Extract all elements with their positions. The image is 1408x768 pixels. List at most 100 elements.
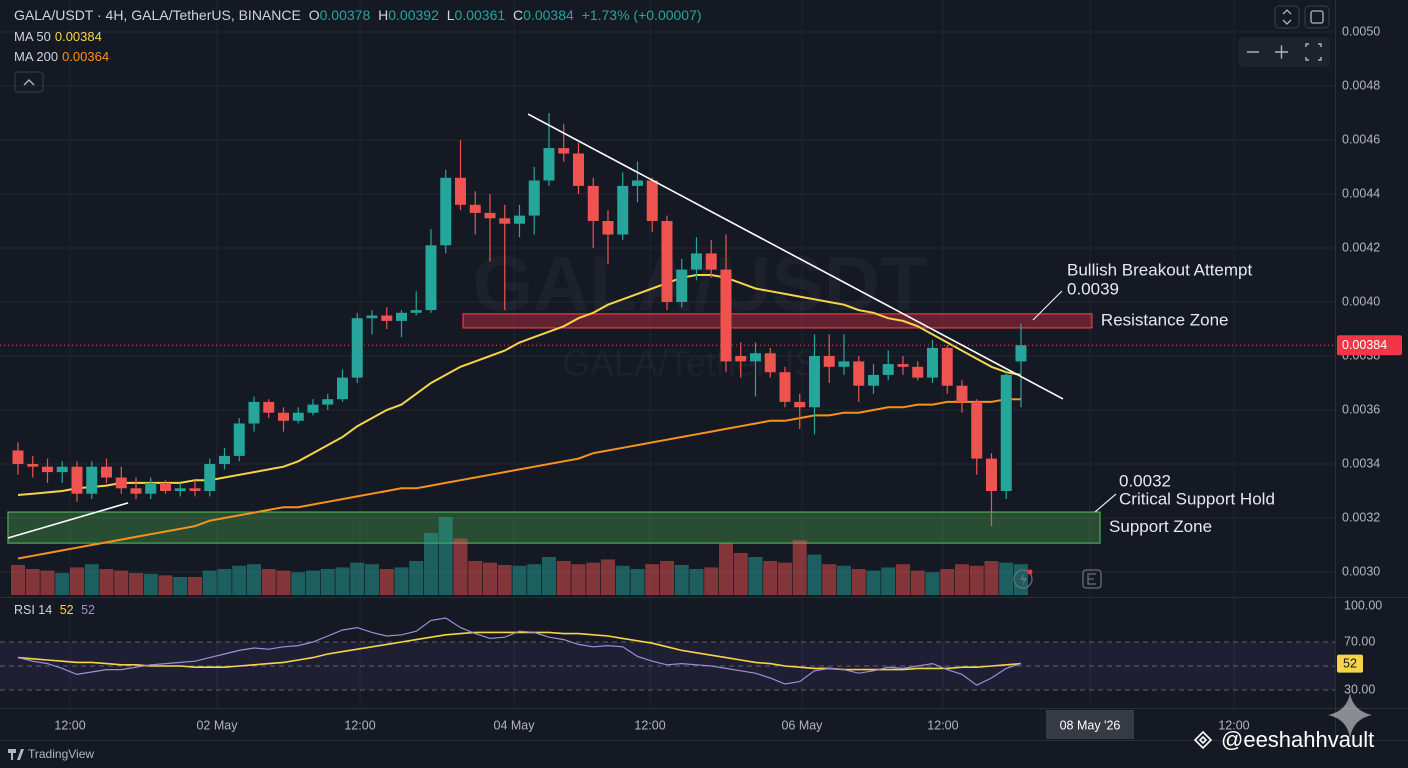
candle-body (307, 404, 319, 413)
candle-body (646, 180, 658, 221)
y-tick-label: 0.0042 (1342, 240, 1380, 254)
volume-bar (453, 538, 468, 595)
candle-body (381, 315, 393, 321)
y-tick-label: 0.0044 (1342, 186, 1380, 200)
candle-body (602, 221, 614, 235)
volume-bar (55, 573, 70, 595)
candle-body (440, 177, 452, 246)
volume-bar (173, 577, 188, 595)
candle-body (882, 364, 894, 375)
x-tick-label: 04 May (494, 718, 536, 732)
x-tick-label: 12:00 (344, 718, 375, 732)
collapse-frame[interactable] (14, 71, 44, 93)
volume-bar (10, 565, 25, 595)
candle-body (499, 218, 511, 224)
ma-name: MA 50 (14, 29, 51, 44)
volume-bar (556, 561, 571, 595)
volume-bar (999, 562, 1014, 595)
rsi-line (17, 617, 1022, 686)
legend-main: GALA/USDT · 4H, GALA/TetherUS, BINANCE O… (14, 7, 706, 23)
earnings-glyph (1087, 573, 1096, 585)
zone-label: Resistance Zone (1101, 310, 1229, 329)
ohlc-label: L (446, 7, 455, 23)
volume-bar (99, 569, 114, 595)
maximize-button[interactable] (1304, 5, 1330, 29)
candle-body (71, 466, 83, 494)
volume-bar (777, 562, 792, 595)
volume-bar (571, 564, 586, 595)
volume-bar (246, 564, 261, 595)
candle-body (484, 212, 496, 219)
volume-bar (217, 569, 232, 595)
candle-body (808, 356, 820, 408)
volume-bar (394, 567, 409, 595)
dividend-icon[interactable] (1013, 569, 1033, 589)
volume-bar (40, 570, 55, 595)
ma-value: 0.00384 (54, 29, 102, 44)
logo-icon (8, 749, 24, 760)
volume-bar (350, 562, 365, 595)
annotation-value: 0.0032 (1119, 471, 1171, 490)
reset-view[interactable] (1305, 43, 1322, 61)
volume-bar (69, 567, 84, 595)
candle-body (853, 361, 865, 386)
candle-body (749, 353, 761, 362)
volume-bar (364, 564, 379, 595)
ohlc-value: 0.00384 (523, 7, 574, 23)
volume-bar (763, 561, 778, 595)
candle-body (971, 401, 983, 459)
last-price-tag (1337, 335, 1402, 356)
volume-bar (674, 565, 689, 595)
candle-body (115, 477, 127, 489)
earnings-icon[interactable] (1082, 569, 1102, 589)
candle-body (41, 466, 53, 473)
candle-body (410, 310, 422, 313)
volume-bar (866, 570, 881, 595)
volume-bar (925, 572, 940, 595)
volume-bar (158, 575, 173, 595)
handle: @eeshahhvault (1221, 727, 1374, 752)
volume-bar (497, 565, 512, 595)
volume-bar (940, 569, 955, 595)
volume-bar (792, 540, 807, 595)
volume-bar (128, 573, 143, 595)
legend-rsi: RSI 14 52 52 (14, 603, 99, 617)
candle-body (1015, 345, 1027, 362)
x-tick-label: 06 May (781, 718, 823, 732)
candle-body (336, 377, 348, 400)
collapse-button[interactable] (14, 71, 44, 93)
volume-bar (704, 567, 719, 595)
candle-body (690, 253, 702, 270)
x-tick-label: 12:00 (927, 718, 958, 732)
last-price-label: 0.00384 (1342, 338, 1387, 352)
rsi-line (17, 631, 1022, 671)
candle-body (174, 488, 186, 491)
candle-body (100, 466, 112, 478)
volume-bar (468, 561, 483, 595)
candle-body (263, 401, 275, 413)
volume-bar (379, 569, 394, 595)
ohlc-value: 0.00361 (454, 7, 506, 23)
rsi-title: RSI 14 (14, 603, 53, 617)
volume-bar (438, 517, 453, 595)
candle-body (985, 458, 997, 491)
zone (7, 511, 1101, 544)
y-tick-label: 0.0036 (1342, 402, 1380, 416)
candle-body (661, 221, 673, 302)
volume-bar (409, 561, 424, 595)
candle-body (941, 347, 953, 386)
rsi-tick-label: 30.00 (1344, 682, 1375, 696)
scroll-button[interactable] (1274, 5, 1300, 29)
candle-body (823, 356, 835, 367)
volume-bar (822, 564, 837, 595)
zoom-in[interactable] (1275, 45, 1288, 59)
volume-bar (232, 565, 247, 595)
collapse-icon (23, 79, 35, 86)
symbol-title: GALA/USDT · 4H, GALA/TetherUS, BINANCE (14, 7, 301, 23)
ohlc-value: 0.00378 (319, 7, 371, 23)
volume-bar (114, 570, 129, 595)
window-controls[interactable] (1274, 5, 1330, 29)
change: +1.73% (+0.00007) (581, 7, 702, 23)
event-dot (1027, 569, 1033, 575)
